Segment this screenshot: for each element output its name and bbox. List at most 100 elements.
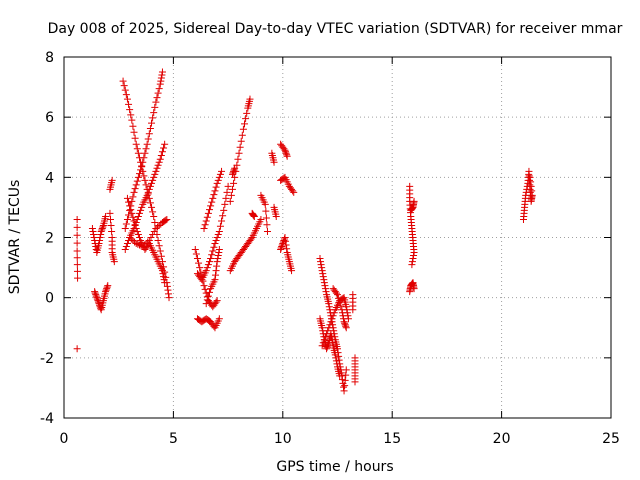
data-point bbox=[101, 290, 109, 298]
data-point bbox=[155, 85, 163, 93]
data-point bbox=[142, 194, 150, 202]
data-point bbox=[207, 202, 215, 210]
data-point bbox=[126, 106, 134, 114]
data-point bbox=[209, 194, 217, 202]
data-point bbox=[342, 371, 350, 379]
data-point bbox=[162, 216, 170, 224]
data-point bbox=[201, 221, 209, 229]
data-point bbox=[335, 294, 343, 302]
data-point bbox=[282, 237, 290, 245]
data-point bbox=[321, 333, 329, 341]
data-point bbox=[203, 296, 211, 304]
data-point bbox=[123, 95, 131, 103]
data-point bbox=[223, 188, 231, 196]
data-point bbox=[409, 255, 417, 263]
data-point bbox=[226, 197, 234, 205]
data-point bbox=[234, 155, 242, 163]
data-point bbox=[329, 312, 337, 320]
data-point bbox=[132, 240, 140, 248]
data-point bbox=[283, 245, 291, 253]
data-point bbox=[108, 245, 116, 253]
data-point bbox=[407, 209, 415, 217]
data-point bbox=[161, 279, 169, 287]
data-point bbox=[282, 149, 290, 157]
data-point bbox=[96, 234, 104, 241]
data-point bbox=[243, 109, 251, 117]
data-point bbox=[140, 172, 148, 180]
data-point bbox=[214, 255, 222, 263]
data-point bbox=[151, 170, 159, 178]
data-point bbox=[149, 176, 157, 184]
data-point bbox=[94, 297, 102, 305]
data-point bbox=[211, 187, 219, 195]
data-point bbox=[337, 302, 345, 310]
data-point bbox=[152, 224, 160, 232]
data-point bbox=[129, 193, 137, 201]
data-point bbox=[161, 140, 169, 148]
data-point bbox=[73, 223, 81, 231]
data-point bbox=[125, 211, 133, 219]
data-point bbox=[340, 387, 348, 395]
data-point bbox=[235, 149, 243, 157]
data-point bbox=[88, 224, 96, 232]
data-point bbox=[237, 137, 245, 145]
data-point bbox=[119, 77, 127, 85]
data-point bbox=[128, 116, 136, 124]
data-point bbox=[233, 255, 241, 263]
data-point bbox=[200, 282, 208, 290]
data-point bbox=[351, 363, 359, 371]
data-point bbox=[320, 279, 328, 287]
data-point bbox=[214, 317, 222, 325]
y-tick-label: 0 bbox=[45, 291, 54, 307]
data-point bbox=[526, 181, 534, 189]
data-point bbox=[210, 243, 218, 251]
data-point bbox=[142, 240, 150, 248]
data-point bbox=[321, 285, 329, 293]
data-point bbox=[155, 221, 163, 229]
data-point bbox=[323, 330, 331, 338]
data-point bbox=[342, 322, 350, 330]
data-point bbox=[528, 193, 536, 201]
data-point bbox=[108, 227, 116, 235]
data-point bbox=[140, 154, 148, 162]
data-point bbox=[320, 276, 328, 284]
data-point bbox=[98, 226, 106, 234]
data-point bbox=[129, 237, 137, 245]
data-point bbox=[279, 143, 287, 151]
data-point bbox=[214, 252, 222, 260]
y-axis-label: SDTVAR / TECUs bbox=[7, 180, 23, 295]
data-point bbox=[135, 209, 143, 217]
data-point bbox=[263, 221, 271, 229]
data-point bbox=[277, 246, 285, 254]
data-point bbox=[73, 254, 81, 262]
data-point bbox=[349, 302, 357, 310]
data-point bbox=[122, 243, 130, 251]
data-point bbox=[202, 300, 210, 308]
data-point bbox=[122, 220, 130, 228]
data-point bbox=[228, 185, 236, 193]
data-point bbox=[230, 166, 238, 174]
x-tick-label: 15 bbox=[383, 431, 401, 447]
data-point bbox=[342, 324, 350, 332]
data-point bbox=[123, 240, 131, 248]
data-point bbox=[137, 206, 145, 214]
data-point bbox=[103, 283, 111, 291]
data-point bbox=[319, 270, 327, 278]
data-point bbox=[280, 237, 288, 245]
data-point bbox=[98, 224, 106, 232]
data-point bbox=[158, 71, 166, 79]
data-point bbox=[324, 297, 332, 305]
data-point bbox=[160, 276, 168, 284]
data-point bbox=[285, 255, 293, 263]
data-point bbox=[250, 212, 258, 220]
data-point bbox=[332, 357, 340, 365]
data-point bbox=[230, 260, 238, 268]
data-point bbox=[133, 177, 141, 185]
data-point bbox=[342, 300, 350, 308]
data-point bbox=[202, 217, 210, 225]
data-point bbox=[216, 170, 224, 178]
data-point bbox=[341, 382, 349, 390]
data-point bbox=[410, 199, 418, 207]
data-point bbox=[216, 222, 224, 230]
